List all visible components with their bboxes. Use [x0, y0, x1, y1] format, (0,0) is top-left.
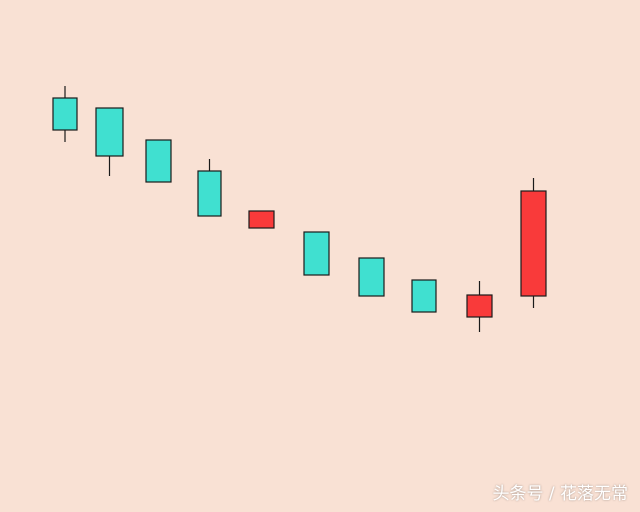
candle [248, 210, 275, 229]
candle [197, 159, 222, 217]
candle [145, 139, 172, 183]
candle-body-down [52, 97, 78, 131]
candle [52, 86, 78, 142]
candle-body-up [520, 190, 547, 297]
candle-body-up [248, 210, 275, 229]
candle-body-up [466, 294, 493, 318]
watermark: 头条号 / 花落无常 [492, 484, 628, 504]
candle [95, 107, 124, 176]
candle-body-down [95, 107, 124, 157]
candle-body-down [303, 231, 330, 276]
candle-body-down [358, 257, 385, 297]
candle [520, 178, 547, 308]
candle [303, 231, 330, 276]
candle-body-down [145, 139, 172, 183]
candle-body-down [411, 279, 437, 313]
candle-body-down [197, 170, 222, 217]
candle [358, 257, 385, 297]
candle [411, 279, 437, 313]
candle [466, 281, 493, 332]
